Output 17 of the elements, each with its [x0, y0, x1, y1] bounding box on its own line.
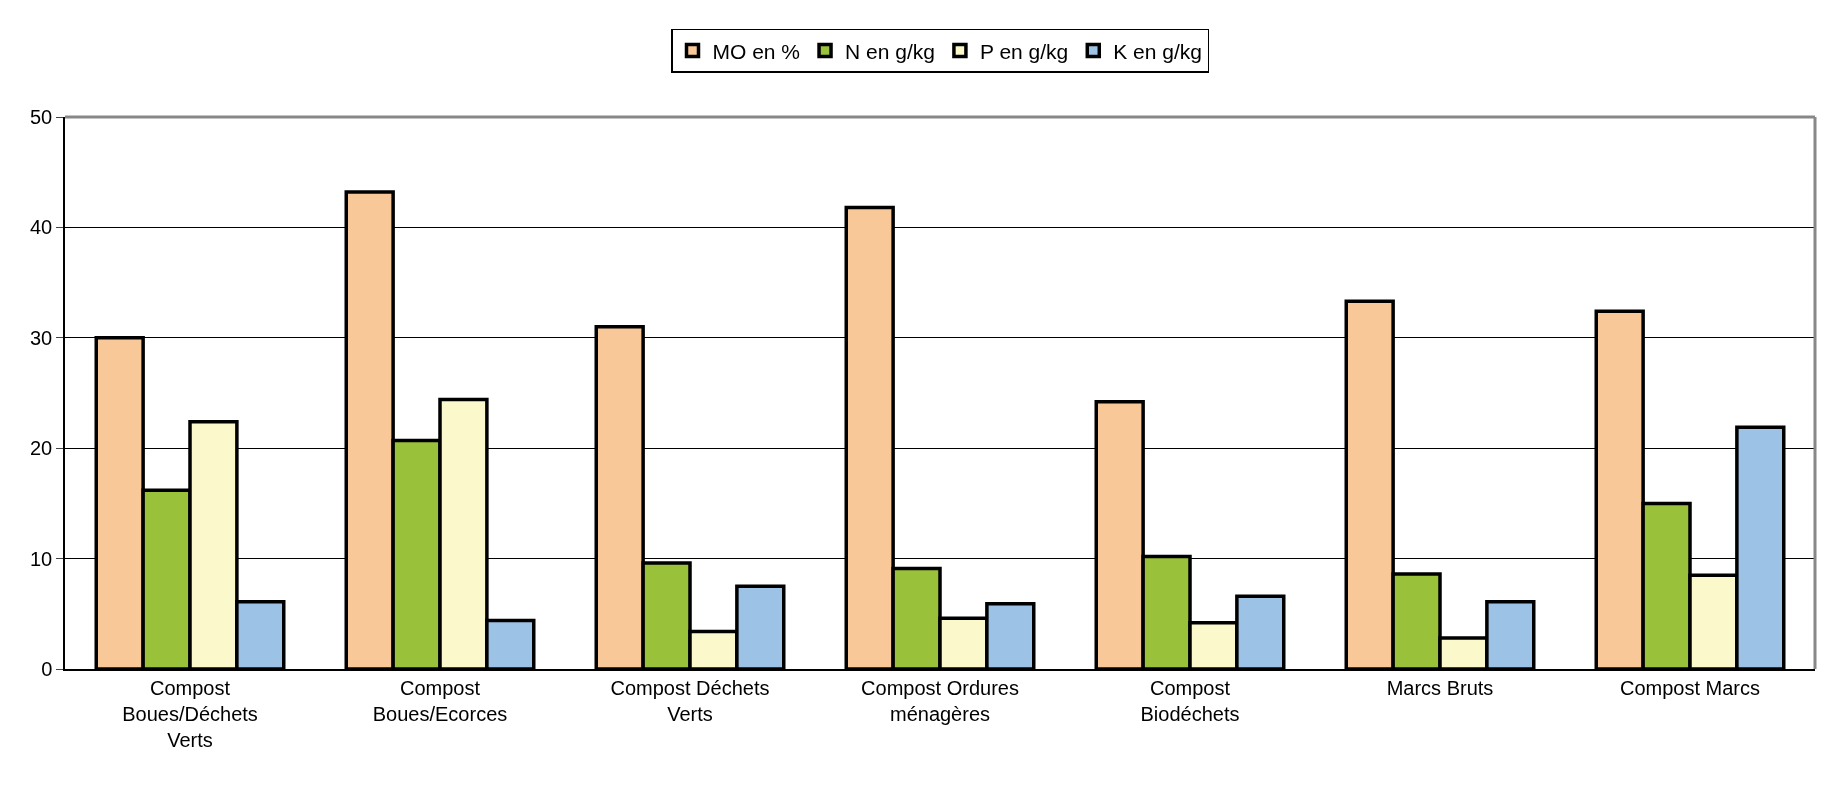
x-tick-label: Compost Biodéchets	[1140, 676, 1240, 725]
y-tick-label: 10	[30, 547, 53, 570]
y-tick-label: 20	[30, 437, 53, 460]
x-tick-label: Compost Ordures ménagères	[861, 676, 1019, 725]
y-tick-label: 30	[30, 326, 53, 349]
legend-label: N en g/kg	[845, 39, 935, 63]
x-tick-label: Compost Déchets Verts	[610, 676, 770, 725]
y-tick-label: 0	[41, 658, 53, 680]
x-tick-label: Compost Boues/Ecorces	[372, 676, 508, 725]
y-tick-label: 40	[30, 216, 53, 239]
x-tick-label: Compost Boues/Déchets Verts	[122, 676, 258, 751]
legend-label: P en g/kg	[979, 39, 1069, 63]
x-tick-label: Compost Marcs	[1619, 676, 1761, 699]
legend-label: MO en %	[712, 39, 801, 63]
y-tick-label: 50	[30, 106, 53, 128]
legend-label: K en g/kg	[1113, 39, 1203, 63]
x-tick-label: Marcs Bruts	[1386, 676, 1494, 699]
